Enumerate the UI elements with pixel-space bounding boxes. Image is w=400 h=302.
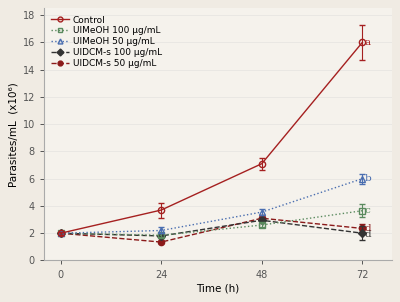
Text: a: a [364,38,370,47]
Y-axis label: Parasites/mL  (x10⁶): Parasites/mL (x10⁶) [8,82,18,187]
Text: d: d [364,224,371,233]
Text: d: d [364,230,371,239]
X-axis label: Time (h): Time (h) [196,284,240,294]
Text: b: b [364,174,371,183]
Legend: Control, UlMeOH 100 µg/mL, UlMeOH 50 µg/mL, UlDCM-s 100 µg/mL, UlDCM-s 50 µg/mL: Control, UlMeOH 100 µg/mL, UlMeOH 50 µg/… [48,13,165,70]
Text: c: c [364,206,370,215]
